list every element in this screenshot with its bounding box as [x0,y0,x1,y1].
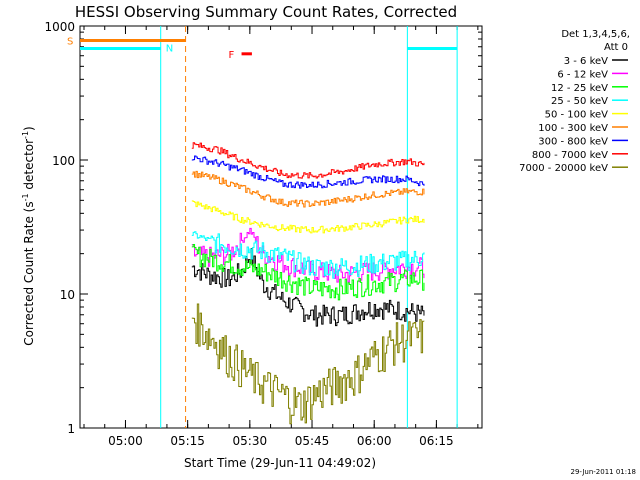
axis-ticks [80,25,482,429]
x-tick-label: 05:00 [108,434,143,448]
y-tick-label: 1000 [44,20,75,34]
chart-title: HESSI Observing Summary Count Rates, Cor… [75,3,457,21]
series-line-5 [191,170,425,208]
legend-label-7: 800 - 7000 keV [532,150,608,161]
x-tick-label: 06:15 [419,434,454,448]
legend-header-line-2: Att 0 [604,42,628,53]
y-tick-labels: 1 10 100 1000 [44,20,75,436]
plot-frame-box [79,25,483,429]
legend-label-4: 50 - 100 keV [545,110,609,121]
x-tick-labels: 05:00 05:15 05:30 05:45 06:00 06:15 [108,434,454,448]
x-tick-label: 05:15 [170,434,205,448]
legend-items: 3 - 6 keV 6 - 12 keV 12 - 25 keV 25 - 50 ke… [519,56,628,174]
y-axis-label-mid: detector [22,139,36,194]
series-line-0 [191,248,425,327]
flare-flag-label: F [229,50,235,61]
legend-label-5: 100 - 300 keV [538,123,608,134]
legend-label-8: 7000 - 20000 keV [519,163,608,174]
legend-label-1: 6 - 12 keV [557,69,608,80]
x-tick-label: 05:30 [233,434,268,448]
y-axis-label-sup-2: -1 [21,131,30,139]
series-line-2 [191,243,425,301]
y-axis-label-sup-1: -1 [21,193,30,201]
atten-state-label: S [67,36,73,47]
y-axis-label-main: Corrected Count Rate (s [22,201,36,345]
legend-label-3: 25 - 50 keV [551,96,608,107]
series-line-6 [191,155,425,189]
plot-frame [79,25,483,429]
series-line-4 [191,200,425,234]
legend-label-6: 300 - 800 keV [538,136,608,147]
legend-header-line-1: Det 1,3,4,5,6, [561,29,630,40]
x-tick-label: 05:45 [295,434,330,448]
series-lines [191,142,425,425]
y-axis-label-end: ) [22,126,36,131]
legend-label-0: 3 - 6 keV [564,56,608,67]
series-line-8 [191,303,425,425]
series-line-3 [191,231,425,279]
state-flags: S N F [67,26,458,428]
y-tick-label: 10 [60,288,75,302]
y-tick-label: 100 [52,154,75,168]
series-line-7 [191,142,425,179]
x-tick-label: 06:00 [357,434,392,448]
saa-state-label: N [166,43,173,54]
legend-label-2: 12 - 25 keV [551,83,608,94]
y-axis-label: Corrected Count Rate (s-1 detector-1) [21,126,36,345]
generated-timestamp: 29-Jun-2011 01:18 [571,468,637,476]
y-tick-label: 1 [67,422,75,436]
legend: Det 1,3,4,5,6, Att 0 3 - 6 keV 6 - 12 keV… [519,29,630,174]
x-axis-label: Start Time (29-Jun-11 04:49:02) [184,456,376,470]
